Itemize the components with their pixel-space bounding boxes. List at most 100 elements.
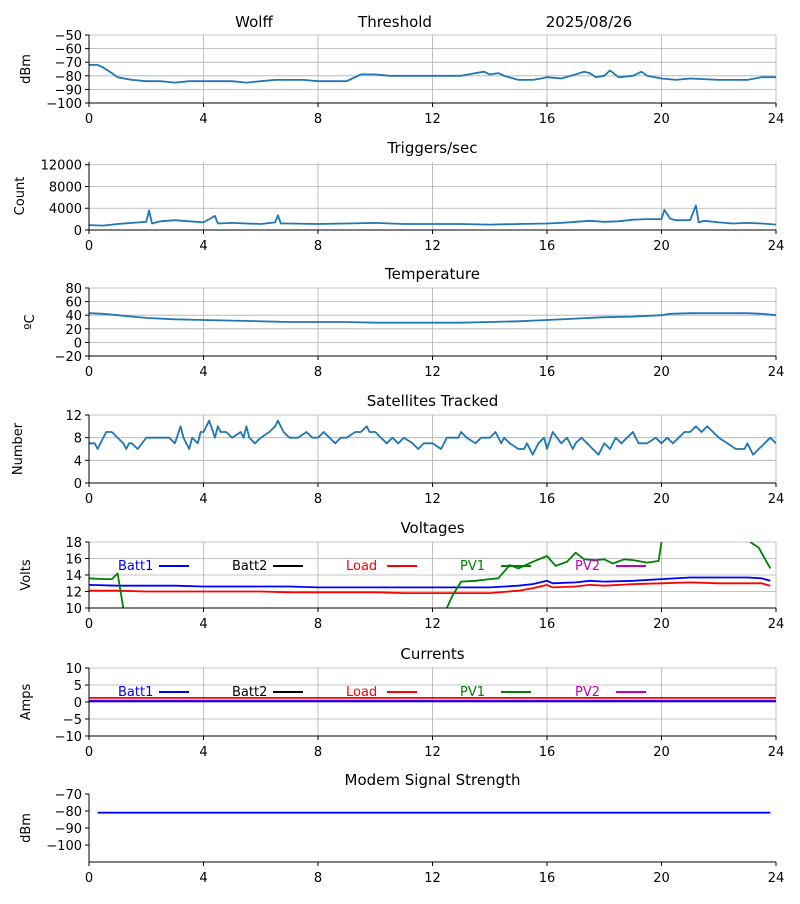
triggers-x-tick-label: 16 bbox=[539, 239, 556, 254]
satellites-y-tick-label: 4 bbox=[74, 454, 82, 469]
triggers-y-tick-label: 12000 bbox=[41, 159, 82, 174]
modem-y-tick-label: −70 bbox=[55, 788, 82, 803]
modem-x-tick-label: 16 bbox=[539, 871, 556, 886]
satellites-x-tick-label: 12 bbox=[424, 492, 441, 507]
currents-x-tick-label: 0 bbox=[85, 745, 93, 760]
satellites-y-tick-label: 0 bbox=[74, 477, 82, 492]
temperature-x-tick-label: 24 bbox=[768, 365, 785, 380]
legend-label-batt1: Batt1 bbox=[118, 685, 153, 700]
rssi-y-tick-label: −70 bbox=[55, 56, 82, 71]
legend-label-load: Load bbox=[346, 685, 377, 700]
voltages-y-tick-label: 18 bbox=[65, 536, 82, 551]
rssi-x-tick-label: 24 bbox=[768, 112, 785, 127]
temperature-y-axis-label: ºC bbox=[23, 314, 38, 329]
currents-y-tick-label: 0 bbox=[74, 696, 82, 711]
voltages-series-line-4 bbox=[749, 542, 772, 569]
currents-y-tick-label: 10 bbox=[65, 662, 82, 677]
satellites-title: Satellites Tracked bbox=[367, 392, 498, 410]
triggers-x-tick-label: 24 bbox=[768, 239, 785, 254]
modem-x-tick-label: 0 bbox=[85, 871, 93, 886]
satellites-x-tick-label: 24 bbox=[768, 492, 785, 507]
currents-y-tick-label: −5 bbox=[63, 713, 82, 728]
triggers-x-tick-label: 0 bbox=[85, 239, 93, 254]
voltages-y-tick-label: 14 bbox=[65, 569, 82, 584]
rssi-x-tick-label: 20 bbox=[653, 112, 670, 127]
voltages-y-axis-label: Volts bbox=[19, 559, 34, 591]
satellites-y-tick-label: 8 bbox=[74, 432, 82, 447]
voltages-x-tick-label: 0 bbox=[85, 617, 93, 632]
modem-y-tick-label: −80 bbox=[55, 805, 82, 820]
legend-label-pv1: PV1 bbox=[460, 559, 485, 574]
satellites-x-tick-label: 8 bbox=[314, 492, 322, 507]
triggers-y-tick-label: 0 bbox=[74, 224, 82, 239]
currents-x-tick-label: 16 bbox=[539, 745, 556, 760]
rssi-y-tick-label: −100 bbox=[46, 97, 82, 112]
station-name: Wolff bbox=[235, 13, 273, 31]
temperature-x-tick-label: 16 bbox=[539, 365, 556, 380]
voltages-series-line-0 bbox=[89, 576, 771, 589]
temperature-series-line-0 bbox=[89, 312, 776, 324]
voltages-title: Voltages bbox=[400, 519, 464, 537]
modem-x-tick-label: 20 bbox=[653, 871, 670, 886]
triggers-title: Triggers/sec bbox=[387, 139, 478, 157]
rssi-x-tick-label: 4 bbox=[199, 112, 207, 127]
triggers-x-tick-label: 20 bbox=[653, 239, 670, 254]
modem-x-tick-label: 4 bbox=[199, 871, 207, 886]
triggers-y-tick-label: 8000 bbox=[49, 180, 82, 195]
currents-y-tick-label: −10 bbox=[55, 730, 82, 745]
voltages-series-line-3 bbox=[445, 542, 663, 608]
satellites-x-tick-label: 0 bbox=[85, 492, 93, 507]
legend-label-pv2: PV2 bbox=[575, 685, 600, 700]
legend-label-load: Load bbox=[346, 559, 377, 574]
currents-x-tick-label: 20 bbox=[653, 745, 670, 760]
legend-label-pv2: PV2 bbox=[575, 559, 600, 574]
temperature-y-tick-label: 60 bbox=[65, 296, 82, 311]
rssi-x-tick-label: 12 bbox=[424, 112, 441, 127]
legend-label-batt2: Batt2 bbox=[232, 685, 267, 700]
currents-x-tick-label: 12 bbox=[424, 745, 441, 760]
temperature-y-tick-label: 40 bbox=[65, 309, 82, 324]
modem-x-tick-label: 24 bbox=[768, 871, 785, 886]
triggers-x-tick-label: 4 bbox=[199, 239, 207, 254]
currents-x-tick-label: 24 bbox=[768, 745, 785, 760]
legend-label-pv1: PV1 bbox=[460, 685, 485, 700]
legend-label-batt2: Batt2 bbox=[232, 559, 267, 574]
temperature-x-tick-label: 8 bbox=[314, 365, 322, 380]
voltages-x-tick-label: 20 bbox=[653, 617, 670, 632]
rssi-y-tick-label: −90 bbox=[55, 83, 82, 98]
temperature-y-tick-label: 0 bbox=[74, 336, 82, 351]
currents-title: Currents bbox=[400, 645, 464, 663]
voltages-y-tick-label: 12 bbox=[65, 586, 82, 601]
rssi-y-tick-label: −60 bbox=[55, 43, 82, 58]
rssi-x-tick-label: 0 bbox=[85, 112, 93, 127]
legend-label-batt1: Batt1 bbox=[118, 559, 153, 574]
temperature-x-tick-label: 20 bbox=[653, 365, 670, 380]
satellites-x-tick-label: 20 bbox=[653, 492, 670, 507]
satellites-y-axis-label: Number bbox=[11, 422, 26, 475]
voltages-x-tick-label: 24 bbox=[768, 617, 785, 632]
voltages-x-tick-label: 4 bbox=[199, 617, 207, 632]
currents-x-tick-label: 8 bbox=[314, 745, 322, 760]
voltages-x-tick-label: 12 bbox=[424, 617, 441, 632]
voltages-y-tick-label: 10 bbox=[65, 602, 82, 617]
rssi-y-tick-label: −80 bbox=[55, 70, 82, 85]
satellites-x-tick-label: 4 bbox=[199, 492, 207, 507]
voltages-x-tick-label: 16 bbox=[539, 617, 556, 632]
modem-y-tick-label: −100 bbox=[46, 839, 82, 854]
voltages-x-tick-label: 8 bbox=[314, 617, 322, 632]
triggers-x-tick-label: 12 bbox=[424, 239, 441, 254]
date-label: 2025/08/26 bbox=[546, 13, 632, 31]
satellites-x-tick-label: 16 bbox=[539, 492, 556, 507]
voltages-series-line-2 bbox=[89, 572, 125, 608]
modem-y-tick-label: −90 bbox=[55, 822, 82, 837]
modem-x-tick-label: 8 bbox=[314, 871, 322, 886]
rssi-y-axis-label: dBm bbox=[19, 54, 34, 84]
mode-label: Threshold bbox=[357, 13, 432, 31]
currents-y-axis-label: Amps bbox=[19, 683, 34, 720]
triggers-x-tick-label: 8 bbox=[314, 239, 322, 254]
temperature-title: Temperature bbox=[384, 265, 480, 283]
voltages-y-tick-label: 16 bbox=[65, 553, 82, 568]
rssi-x-tick-label: 16 bbox=[539, 112, 556, 127]
modem-y-axis-label: dBm bbox=[19, 813, 34, 843]
rssi-series-line-0 bbox=[89, 64, 776, 84]
